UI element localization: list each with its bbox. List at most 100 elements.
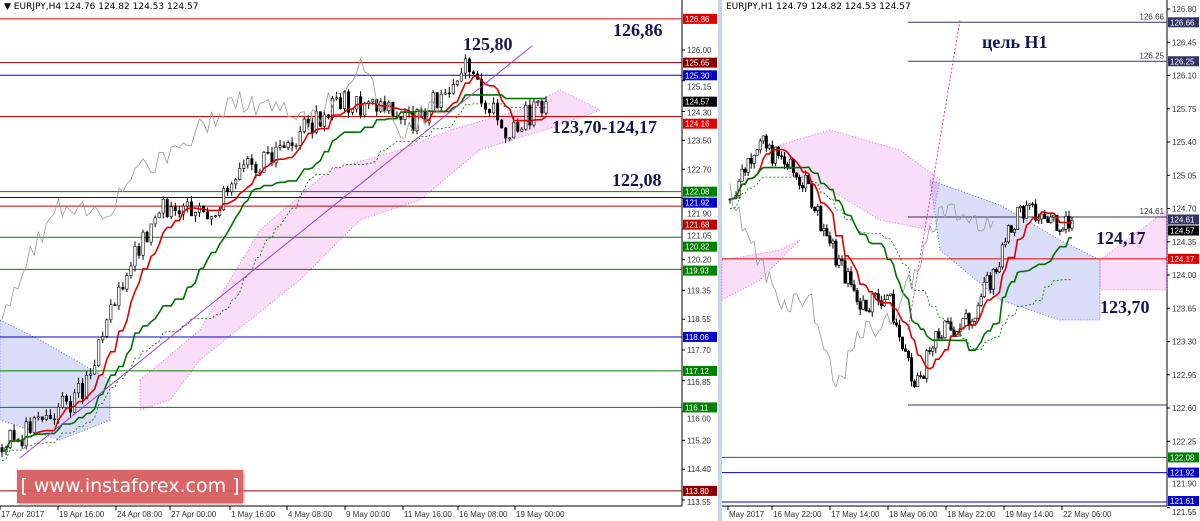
- candle-body: [970, 321, 974, 325]
- x-tick-label: 17 Apr 2017: [1, 510, 45, 519]
- candle-body: [463, 58, 467, 74]
- candle-body: [755, 149, 759, 156]
- candle: [1012, 228, 1016, 236]
- candle: [852, 279, 856, 292]
- candle-body: [837, 258, 841, 266]
- level-tag-121.61: [1168, 496, 1199, 506]
- current-price-tag: [1168, 225, 1199, 236]
- level-tag-124.16: [683, 118, 717, 129]
- candle: [8, 429, 12, 450]
- level-tag-124.61-text: 124.61: [1170, 216, 1195, 225]
- candle-body: [250, 158, 254, 165]
- level-tag-121.68-text: 121.68: [685, 221, 710, 230]
- candle: [1058, 229, 1062, 236]
- candle-body: [338, 97, 342, 109]
- candle: [798, 174, 802, 190]
- candle-body: [544, 101, 548, 114]
- candle-body: [813, 207, 817, 212]
- candle: [749, 153, 753, 169]
- candle-body: [193, 212, 197, 217]
- candle-body: [246, 158, 250, 166]
- span-line: [1, 103, 546, 462]
- candle-body: [222, 188, 226, 211]
- y-tick-label: 122.25: [1172, 437, 1197, 446]
- candle-body: [355, 96, 359, 110]
- candle: [904, 344, 908, 352]
- level-label-124.61: 124.61: [1140, 207, 1165, 216]
- candle: [770, 140, 774, 167]
- y-tick-label: 124.35: [1172, 238, 1197, 247]
- candle: [177, 205, 181, 218]
- candle: [894, 318, 898, 328]
- left-chart-header: ▼ EURJPY,H4 124.76 124.82 124.53 124.57: [4, 2, 199, 12]
- candle: [997, 262, 1001, 274]
- candle: [916, 372, 920, 388]
- candle-body: [165, 199, 169, 217]
- candle: [206, 207, 210, 220]
- candle: [193, 211, 197, 223]
- candle-body: [964, 313, 968, 319]
- candle: [967, 312, 971, 330]
- candle: [901, 336, 905, 352]
- candle-body: [795, 172, 799, 178]
- candle: [347, 89, 351, 119]
- candle: [831, 238, 835, 249]
- candle: [286, 140, 290, 151]
- right-chart-header: EURJPY,H1 124.79 124.82 124.53 124.57: [726, 2, 911, 12]
- candle-body: [928, 350, 932, 352]
- y-tick-label: 126.00: [687, 46, 712, 55]
- candle: [937, 328, 941, 340]
- candle: [524, 101, 528, 131]
- candle-body: [994, 269, 998, 273]
- candle-body: [28, 421, 32, 433]
- candle-body: [435, 92, 439, 108]
- y-tick-label: 114.40: [687, 465, 711, 474]
- level-tag-121.92: [683, 197, 717, 208]
- candle: [761, 135, 765, 144]
- level-tag-118.06: [683, 331, 717, 342]
- candle-body: [242, 164, 246, 169]
- candle-body: [488, 108, 492, 114]
- current-price-tag: [683, 96, 717, 107]
- y-tick-label: 121.55: [1172, 508, 1197, 517]
- y-tick-label: 126.45: [1172, 38, 1197, 47]
- candle-body: [262, 151, 266, 173]
- candle-body: [266, 151, 270, 154]
- candle: [973, 317, 977, 324]
- candle: [528, 99, 532, 130]
- candle-body: [979, 296, 983, 306]
- candle-body: [359, 96, 363, 116]
- x-tick-label: May 2017: [729, 510, 765, 519]
- candle-body: [792, 158, 796, 174]
- y-tick-label: 126.80: [1172, 5, 1197, 14]
- candle-body: [528, 104, 532, 126]
- candle: [882, 294, 886, 308]
- candle: [242, 159, 246, 173]
- candle-body: [286, 142, 290, 148]
- ichimoku-cloud: [139, 89, 602, 411]
- candle-body: [1000, 244, 1004, 268]
- candle-body: [85, 375, 89, 400]
- candle: [210, 215, 214, 226]
- candle: [274, 141, 278, 168]
- candle: [165, 198, 169, 219]
- candle-body: [238, 168, 242, 180]
- candle: [928, 346, 932, 355]
- candle-body: [1016, 207, 1020, 230]
- left-chart-symbol: EURJPY,H4 124.76 124.82 124.53 124.57: [13, 2, 199, 12]
- candle-body: [306, 118, 310, 124]
- candle-body: [310, 122, 314, 133]
- candle: [931, 345, 935, 357]
- candle: [121, 282, 125, 291]
- candle-body: [749, 157, 753, 164]
- candle: [290, 137, 294, 152]
- level-tag-124.61: [1168, 214, 1199, 225]
- candle-body: [764, 135, 768, 149]
- ichimoku-cloud: [0, 319, 111, 441]
- candle-body: [93, 365, 97, 375]
- x-tick-label: 9 May 00:00: [346, 510, 391, 519]
- candle: [922, 374, 926, 379]
- candle-body: [804, 174, 808, 189]
- candle-body: [867, 310, 871, 313]
